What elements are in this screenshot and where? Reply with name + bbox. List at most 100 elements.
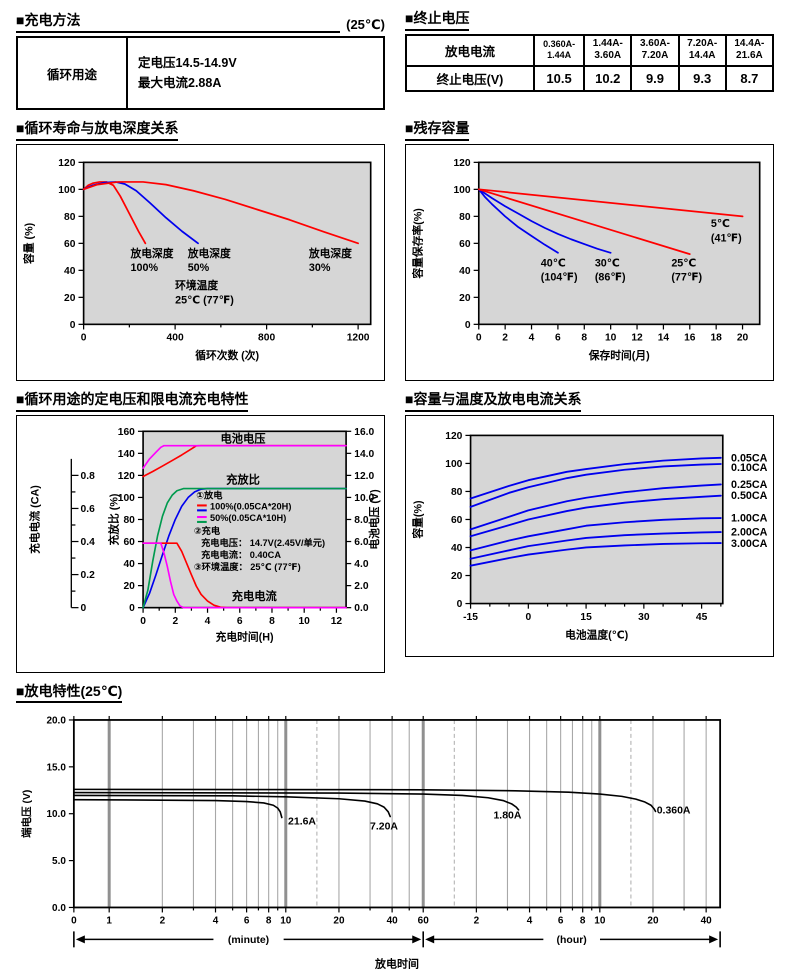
svg-text:充放比 (%): 充放比 (%) bbox=[107, 493, 120, 545]
svg-text:2: 2 bbox=[474, 916, 480, 927]
svg-text:①放电: ①放电 bbox=[196, 489, 223, 500]
svg-text:0.360A: 0.360A bbox=[657, 806, 691, 817]
svg-text:100%(0.05CA*20H): 100%(0.05CA*20H) bbox=[210, 501, 291, 511]
svg-text:10: 10 bbox=[594, 916, 606, 927]
svg-text:充电时间(H): 充电时间(H) bbox=[216, 630, 274, 643]
svg-text:20: 20 bbox=[123, 581, 135, 592]
svg-text:0: 0 bbox=[465, 319, 471, 330]
charge-current-line: 最大电流2.88A bbox=[138, 76, 222, 90]
svg-text:2: 2 bbox=[172, 616, 178, 627]
svg-text:80: 80 bbox=[123, 515, 135, 526]
svg-text:充电电流: 充电电流 bbox=[232, 589, 278, 603]
svg-text:保存时间(月): 保存时间(月) bbox=[588, 349, 650, 362]
svg-text:120: 120 bbox=[453, 157, 470, 168]
svg-text:电池电压: 电池电压 bbox=[220, 431, 265, 445]
svg-text:160: 160 bbox=[118, 427, 135, 438]
cycle-life-chart: 0 400 800 1200 0 20 40 60 80 100 120 放电深度 100% 放电深度 50… bbox=[16, 143, 385, 382]
svg-text:1.00CA: 1.00CA bbox=[731, 512, 768, 524]
svg-text:14: 14 bbox=[658, 332, 670, 343]
charging-characteristics-title: ■循环用途的定电压和限电流充电特性 bbox=[16, 391, 385, 412]
svg-text:6: 6 bbox=[237, 616, 243, 627]
svg-text:0.25CA: 0.25CA bbox=[731, 479, 768, 491]
voltage-cell: 9.9 bbox=[630, 64, 680, 92]
svg-text:0: 0 bbox=[71, 916, 77, 927]
svg-text:(minute): (minute) bbox=[228, 935, 269, 946]
voltage-cell: 10.2 bbox=[583, 64, 633, 92]
svg-text:4.0: 4.0 bbox=[354, 559, 369, 570]
cycle-life-section: ■循环寿命与放电深度关系 0 400 800 1200 0 20 40 60 80 100 120 放… bbox=[16, 120, 385, 382]
svg-text:6: 6 bbox=[558, 916, 564, 927]
svg-text:③环境温度： 25℃ (77℉): ③环境温度： 25℃ (77℉) bbox=[194, 561, 301, 572]
svg-text:0: 0 bbox=[476, 332, 482, 343]
capacity-temperature-chart: -15 0 15 30 45 0 20 40 60 80 100 120 0.05CA 0.10CA 0.2… bbox=[405, 414, 774, 657]
svg-text:10.0: 10.0 bbox=[354, 493, 374, 504]
svg-text:充放比: 充放比 bbox=[226, 472, 260, 486]
svg-text:12: 12 bbox=[331, 616, 343, 627]
charts-row-2: ■循环用途的定电压和限电流充电特性 0 2 4 6 8 10 12 0 20 40 60 80 100 1… bbox=[16, 391, 774, 673]
svg-text:25℃: 25℃ bbox=[671, 257, 696, 269]
svg-text:6: 6 bbox=[555, 332, 561, 343]
range-cell: 0.360A- 1.44A bbox=[532, 33, 586, 67]
svg-text:0: 0 bbox=[81, 603, 87, 614]
end-voltage-table: 放电电流 0.360A- 1.44A 1.44A- 3.60A 3.60A- 7.20… bbox=[405, 33, 775, 92]
svg-text:15.0: 15.0 bbox=[46, 763, 66, 774]
svg-text:400: 400 bbox=[167, 332, 184, 343]
svg-text:45: 45 bbox=[696, 612, 708, 623]
svg-text:100: 100 bbox=[453, 184, 470, 195]
svg-text:100: 100 bbox=[58, 184, 75, 195]
svg-text:0.0: 0.0 bbox=[354, 603, 369, 614]
svg-text:60: 60 bbox=[451, 515, 463, 526]
svg-text:40: 40 bbox=[459, 265, 471, 276]
discharge-section: ■放电特性(25℃) 0 1 2 4 6 8 10 20 40 60 2 4 6 8 10 20 40 0.0 5.… bbox=[16, 683, 774, 980]
svg-text:60: 60 bbox=[123, 537, 135, 548]
svg-text:1.80A: 1.80A bbox=[493, 811, 521, 822]
svg-text:充电电压： 14.7V(2.45V/单元): 充电电压： 14.7V(2.45V/单元) bbox=[201, 537, 325, 548]
svg-text:0: 0 bbox=[129, 603, 135, 614]
svg-text:30%: 30% bbox=[309, 262, 331, 274]
svg-text:循环次数 (次): 循环次数 (次) bbox=[195, 349, 259, 362]
svg-text:4: 4 bbox=[205, 616, 211, 627]
svg-text:4: 4 bbox=[529, 332, 535, 343]
svg-text:电池电压 (V): 电池电压 (V) bbox=[368, 489, 381, 550]
svg-text:20: 20 bbox=[459, 292, 471, 303]
svg-text:10.0: 10.0 bbox=[46, 810, 66, 821]
charge-method-title: ■充电方法 bbox=[16, 10, 341, 33]
svg-text:40: 40 bbox=[387, 916, 399, 927]
range-cell: 7.20A- 14.4A bbox=[677, 33, 727, 67]
svg-text:容量 (%): 容量 (%) bbox=[22, 222, 35, 265]
svg-text:2: 2 bbox=[502, 332, 508, 343]
charge-spec-cell: 定电压14.5-14.9V 最大电流2.88A bbox=[126, 36, 385, 110]
capacity-temperature-title: ■容量与温度及放电电流关系 bbox=[405, 391, 774, 412]
svg-text:端电压 (V): 端电压 (V) bbox=[20, 790, 33, 838]
residual-capacity-chart: 0 2 4 6 8 10 12 14 16 18 20 0 20 40 60 80 100 120 40℃ (104℉… bbox=[405, 143, 774, 382]
svg-text:100%: 100% bbox=[131, 262, 159, 274]
charging-characteristics-chart: 0 2 4 6 8 10 12 0 20 40 60 80 100 120 140 160 0.0 2.0 4.0 6… bbox=[16, 414, 385, 673]
svg-text:60: 60 bbox=[64, 238, 76, 249]
svg-text:120: 120 bbox=[58, 157, 75, 168]
svg-text:(77℉): (77℉) bbox=[671, 271, 702, 283]
svg-text:140: 140 bbox=[118, 449, 135, 460]
svg-text:20: 20 bbox=[333, 916, 345, 927]
svg-text:2: 2 bbox=[160, 916, 166, 927]
table-row: 循环用途 定电压14.5-14.9V 最大电流2.88A bbox=[16, 36, 385, 110]
svg-text:1: 1 bbox=[106, 916, 112, 927]
svg-text:14.0: 14.0 bbox=[354, 449, 374, 460]
svg-text:120: 120 bbox=[118, 471, 135, 482]
svg-text:8: 8 bbox=[581, 332, 587, 343]
svg-text:40℃: 40℃ bbox=[541, 257, 566, 269]
svg-text:(hour): (hour) bbox=[557, 935, 587, 946]
svg-text:-15: -15 bbox=[463, 612, 478, 623]
svg-text:8.0: 8.0 bbox=[354, 515, 369, 526]
svg-text:5℃: 5℃ bbox=[711, 218, 730, 230]
svg-text:8: 8 bbox=[269, 616, 275, 627]
svg-text:放电深度: 放电深度 bbox=[187, 246, 231, 259]
svg-text:2.0: 2.0 bbox=[354, 581, 369, 592]
svg-text:0.10CA: 0.10CA bbox=[731, 462, 768, 474]
svg-text:20: 20 bbox=[647, 916, 659, 927]
svg-text:电池温度(℃): 电池温度(℃) bbox=[565, 628, 629, 641]
svg-text:充电电流 (CA): 充电电流 (CA) bbox=[29, 484, 42, 553]
svg-text:40: 40 bbox=[64, 265, 76, 276]
svg-text:0: 0 bbox=[81, 332, 87, 343]
range-cell: 3.60A- 7.20A bbox=[630, 33, 680, 67]
svg-text:4: 4 bbox=[213, 916, 219, 927]
